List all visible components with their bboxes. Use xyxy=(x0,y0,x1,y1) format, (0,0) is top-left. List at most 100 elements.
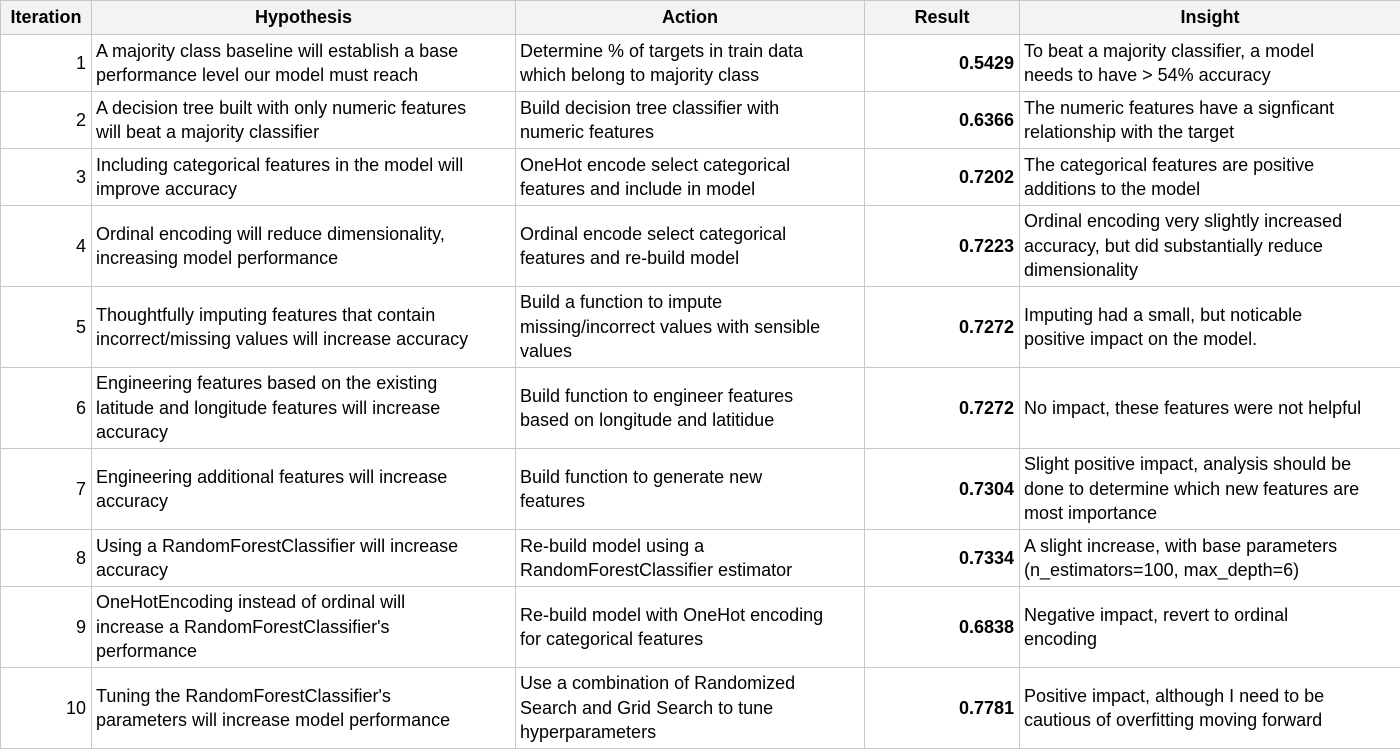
cell-action-line: Build function to generate new xyxy=(520,465,860,490)
cell-insight: A slight increase, with base parameters(… xyxy=(1020,530,1400,587)
cell-hypothesis-line: increasing model performance xyxy=(96,246,511,271)
cell-iteration: 2 xyxy=(1,92,92,149)
header-hypothesis: Hypothesis xyxy=(92,1,516,35)
cell-hypothesis-line: parameters will increase model performan… xyxy=(96,708,511,733)
cell-hypothesis-line: accuracy xyxy=(96,489,511,514)
cell-hypothesis: A majority class baseline will establish… xyxy=(92,35,516,92)
cell-result: 0.7304 xyxy=(865,449,1020,530)
cell-action-line: Build function to engineer features xyxy=(520,384,860,409)
cell-hypothesis-line: accuracy xyxy=(96,558,511,583)
header-result: Result xyxy=(865,1,1020,35)
cell-insight-line: Negative impact, revert to ordinal xyxy=(1024,603,1396,628)
cell-insight-line: cautious of overfitting moving forward xyxy=(1024,708,1396,733)
cell-insight-line: No impact, these features were not helpf… xyxy=(1024,396,1396,421)
cell-insight: Ordinal encoding very slightly increased… xyxy=(1020,206,1400,287)
cell-hypothesis: Ordinal encoding will reduce dimensional… xyxy=(92,206,516,287)
header-row: Iteration Hypothesis Action Result Insig… xyxy=(1,1,1400,35)
cell-result: 0.7223 xyxy=(865,206,1020,287)
cell-action-line: features and include in model xyxy=(520,177,860,202)
cell-action-line: Determine % of targets in train data xyxy=(520,39,860,64)
cell-hypothesis-line: Engineering additional features will inc… xyxy=(96,465,511,490)
cell-result: 0.6838 xyxy=(865,587,1020,668)
cell-insight-line: The categorical features are positive xyxy=(1024,153,1396,178)
cell-hypothesis-line: Tuning the RandomForestClassifier's xyxy=(96,684,511,709)
cell-iteration: 6 xyxy=(1,368,92,449)
cell-action-line: which belong to majority class xyxy=(520,63,860,88)
header-iteration: Iteration xyxy=(1,1,92,35)
cell-result: 0.7334 xyxy=(865,530,1020,587)
cell-hypothesis-line: performance level our model must reach xyxy=(96,63,511,88)
cell-action-line: values xyxy=(520,339,860,364)
cell-action-line: Ordinal encode select categorical xyxy=(520,222,860,247)
cell-iteration: 9 xyxy=(1,587,92,668)
cell-action-line: Use a combination of Randomized xyxy=(520,671,860,696)
cell-insight-line: relationship with the target xyxy=(1024,120,1396,145)
cell-action-line: features xyxy=(520,489,860,514)
cell-hypothesis: Engineering features based on the existi… xyxy=(92,368,516,449)
cell-hypothesis: A decision tree built with only numeric … xyxy=(92,92,516,149)
cell-iteration: 4 xyxy=(1,206,92,287)
cell-insight-line: Ordinal encoding very slightly increased xyxy=(1024,209,1396,234)
cell-insight-line: The numeric features have a signficant xyxy=(1024,96,1396,121)
cell-hypothesis-line: accuracy xyxy=(96,420,511,445)
cell-result: 0.6366 xyxy=(865,92,1020,149)
cell-hypothesis-line: Including categorical features in the mo… xyxy=(96,153,511,178)
cell-insight-line: accuracy, but did substantially reduce xyxy=(1024,234,1396,259)
table-header: Iteration Hypothesis Action Result Insig… xyxy=(1,1,1400,35)
cell-result: 0.7272 xyxy=(865,368,1020,449)
cell-hypothesis: Engineering additional features will inc… xyxy=(92,449,516,530)
cell-hypothesis-line: latitude and longitude features will inc… xyxy=(96,396,511,421)
cell-iteration: 10 xyxy=(1,668,92,749)
cell-hypothesis: Including categorical features in the mo… xyxy=(92,149,516,206)
cell-iteration: 7 xyxy=(1,449,92,530)
cell-action-line: hyperparameters xyxy=(520,720,860,745)
cell-insight-line: dimensionality xyxy=(1024,258,1396,283)
cell-insight-line: most importance xyxy=(1024,501,1396,526)
cell-insight-line: (n_estimators=100, max_depth=6) xyxy=(1024,558,1396,583)
cell-hypothesis: Using a RandomForestClassifier will incr… xyxy=(92,530,516,587)
cell-insight-line: additions to the model xyxy=(1024,177,1396,202)
header-action: Action xyxy=(516,1,865,35)
cell-insight-line: Slight positive impact, analysis should … xyxy=(1024,452,1396,477)
cell-hypothesis-line: Using a RandomForestClassifier will incr… xyxy=(96,534,511,559)
header-insight: Insight xyxy=(1020,1,1400,35)
cell-insight-line: To beat a majority classifier, a model xyxy=(1024,39,1396,64)
cell-insight: No impact, these features were not helpf… xyxy=(1020,368,1400,449)
cell-hypothesis-line: will beat a majority classifier xyxy=(96,120,511,145)
cell-iteration: 1 xyxy=(1,35,92,92)
cell-action-line: Build a function to impute xyxy=(520,290,860,315)
cell-hypothesis-line: Thoughtfully imputing features that cont… xyxy=(96,303,511,328)
cell-result: 0.7272 xyxy=(865,287,1020,368)
cell-hypothesis-line: Engineering features based on the existi… xyxy=(96,371,511,396)
cell-insight-line: done to determine which new features are xyxy=(1024,477,1396,502)
cell-action-line: features and re-build model xyxy=(520,246,860,271)
cell-hypothesis-line: incorrect/missing values will increase a… xyxy=(96,327,511,352)
cell-hypothesis: Thoughtfully imputing features that cont… xyxy=(92,287,516,368)
cell-insight: Slight positive impact, analysis should … xyxy=(1020,449,1400,530)
cell-result: 0.7781 xyxy=(865,668,1020,749)
cell-action-line: Search and Grid Search to tune xyxy=(520,696,860,721)
cell-iteration: 3 xyxy=(1,149,92,206)
